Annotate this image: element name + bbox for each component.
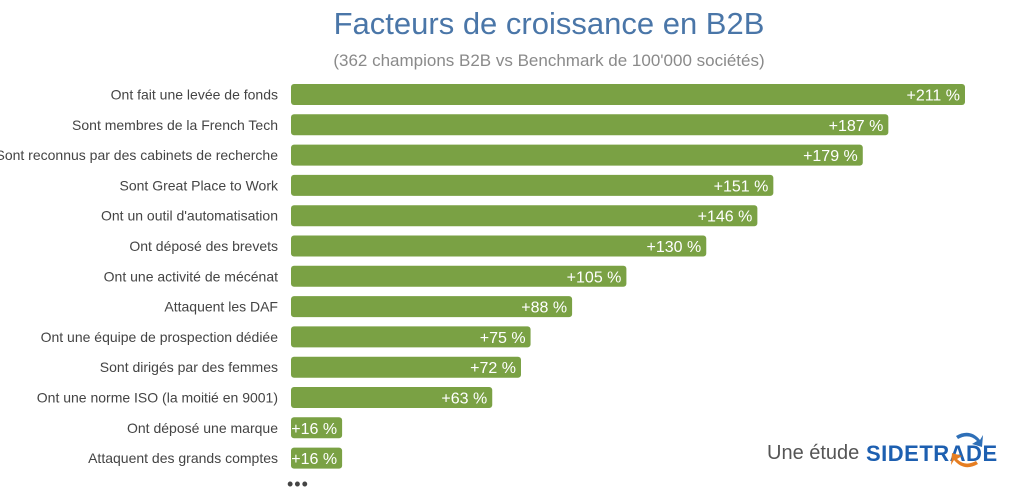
bar bbox=[291, 84, 965, 105]
bar bbox=[291, 144, 863, 166]
bar bbox=[291, 235, 707, 257]
data-label: +130 % bbox=[647, 239, 702, 256]
category-label: Sont Great Place to Work bbox=[120, 177, 279, 193]
category-label: Ont déposé des brevets bbox=[129, 238, 278, 254]
category-label: Ont déposé une marque bbox=[127, 420, 278, 436]
chart-subtitle: (362 champions B2B vs Benchmark de 100'0… bbox=[333, 51, 765, 70]
data-label: +88 % bbox=[521, 300, 567, 317]
data-label: +75 % bbox=[480, 330, 526, 347]
data-label: +63 % bbox=[441, 391, 487, 408]
bar bbox=[291, 387, 493, 408]
bar bbox=[291, 356, 521, 378]
category-label: Sont dirigés par des femmes bbox=[100, 359, 278, 375]
bar bbox=[291, 417, 343, 439]
data-label: +211 % bbox=[906, 88, 960, 105]
category-label: Ont une équipe de prospection dédiée bbox=[41, 329, 279, 345]
category-label: Sont membres de la French Tech bbox=[72, 117, 278, 133]
data-label: +16 % bbox=[291, 421, 337, 438]
data-label: +151 % bbox=[714, 178, 769, 195]
data-label: +179 % bbox=[803, 148, 858, 165]
data-label: +187 % bbox=[829, 118, 884, 135]
bar bbox=[291, 296, 573, 318]
sidetrade-arrows-icon bbox=[951, 432, 983, 468]
category-label: Sont reconnus par des cabinets de recher… bbox=[0, 147, 278, 163]
category-label: Attaquent des grands comptes bbox=[88, 450, 278, 466]
category-label: Ont fait une levée de fonds bbox=[111, 87, 278, 103]
bar bbox=[291, 326, 531, 348]
data-label: +16 % bbox=[291, 451, 337, 468]
category-label: Ont un outil d'automatisation bbox=[101, 208, 278, 224]
more-ellipsis: ••• bbox=[287, 474, 309, 494]
data-label: +146 % bbox=[698, 209, 753, 226]
category-label: Ont une norme ISO (la moitié en 9001) bbox=[37, 390, 278, 406]
data-label: +72 % bbox=[470, 360, 516, 377]
footer-study-label: Une étude bbox=[767, 442, 860, 464]
bar bbox=[291, 174, 774, 196]
category-label: Attaquent les DAF bbox=[164, 299, 278, 315]
bar bbox=[291, 265, 627, 287]
bar bbox=[291, 447, 343, 469]
bar bbox=[291, 205, 758, 227]
category-label: Ont une activité de mécénat bbox=[104, 268, 278, 284]
data-label: +105 % bbox=[567, 269, 622, 286]
bar bbox=[291, 114, 889, 136]
chart-title: Facteurs de croissance en B2B bbox=[333, 6, 765, 41]
